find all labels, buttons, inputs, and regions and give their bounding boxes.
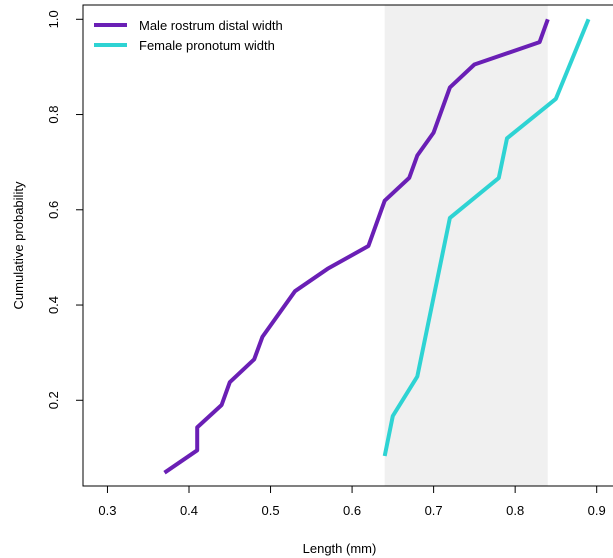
legend-label-1: Male rostrum distal width xyxy=(139,18,283,33)
y-axis: 0.2 0.4 0.6 0.8 1.0 xyxy=(46,10,83,409)
legend-label-2: Female pronotum width xyxy=(139,38,275,53)
series-line-1 xyxy=(163,18,550,475)
x-tick-label: 0.4 xyxy=(180,503,198,518)
y-tick-label: 0.6 xyxy=(46,201,61,219)
y-tick-label: 0.4 xyxy=(46,296,61,314)
x-tick-label: 0.7 xyxy=(425,503,443,518)
y-tick-label: 0.2 xyxy=(46,391,61,409)
plot-frame xyxy=(82,4,613,487)
x-tick-label: 0.5 xyxy=(261,503,279,518)
legend: Male rostrum distal width Female pronotum… xyxy=(94,18,283,53)
x-axis: 0.3 0.4 0.5 0.6 0.7 0.8 0.9 xyxy=(98,486,606,518)
y-axis-title: Cumulative probability xyxy=(11,181,26,309)
x-tick-label: 0.9 xyxy=(588,503,606,518)
x-tick-label: 0.3 xyxy=(98,503,116,518)
y-tick-label: 1.0 xyxy=(46,10,61,28)
highlight-band xyxy=(384,5,548,486)
x-tick-label: 0.8 xyxy=(506,503,524,518)
x-tick-label: 0.6 xyxy=(343,503,361,518)
series-layer xyxy=(163,18,591,475)
x-axis-title: Length (mm) xyxy=(303,541,377,556)
series-line-2 xyxy=(382,18,591,457)
y-tick-label: 0.8 xyxy=(46,105,61,123)
